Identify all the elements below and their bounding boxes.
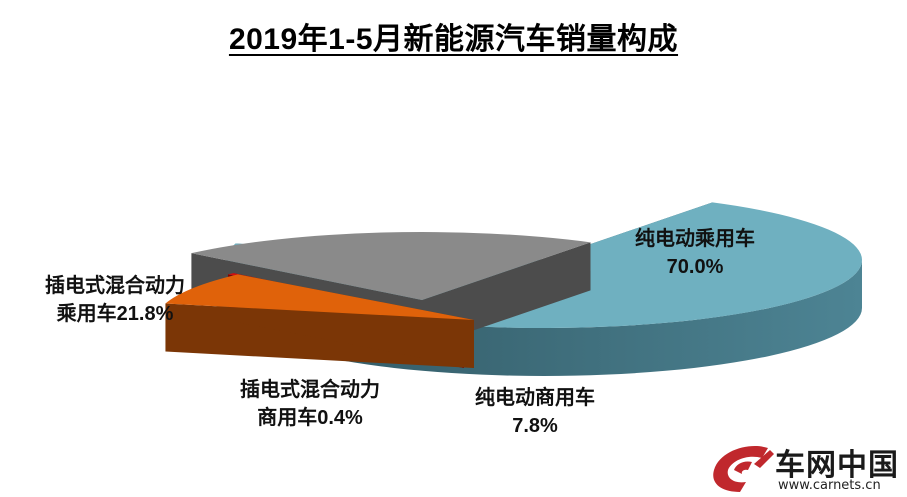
logo-name: 车网中国 <box>775 449 899 482</box>
pie-slice-1 <box>165 274 474 368</box>
label-phev-passenger-name: 插电式混合动力 <box>45 275 185 297</box>
label-phev-commercial-rest: 商用车0.4% <box>257 407 363 429</box>
label-bev-passenger-value: 70.0% <box>666 256 724 278</box>
carnets-logo-icon <box>713 446 774 492</box>
label-phev-commercial-name: 插电式混合动力 <box>240 379 380 401</box>
pie-slice-3-top <box>191 232 591 300</box>
pie-slice-1-top <box>165 274 474 320</box>
label-bev-commercial-name: 纯电动商用车 <box>475 387 595 409</box>
label-bev-commercial-value: 7.8% <box>512 415 558 437</box>
label-phev-passenger: 插电式混合动力 乘用车21.8% <box>10 272 220 328</box>
label-bev-passenger-name: 纯电动乘用车 <box>635 228 755 250</box>
label-phev-passenger-rest: 乘用车21.8% <box>56 303 174 325</box>
logo-url: www.carnets.cn <box>778 478 881 493</box>
chart-title: 2019年1-5月新能源汽车销量构成 <box>228 23 679 56</box>
label-bev-commercial: 纯电动商用车 7.8% <box>440 384 630 440</box>
label-phev-commercial: 插电式混合动力 商用车0.4% <box>210 376 410 432</box>
label-bev-passenger: 纯电动乘用车 70.0% <box>600 225 790 281</box>
